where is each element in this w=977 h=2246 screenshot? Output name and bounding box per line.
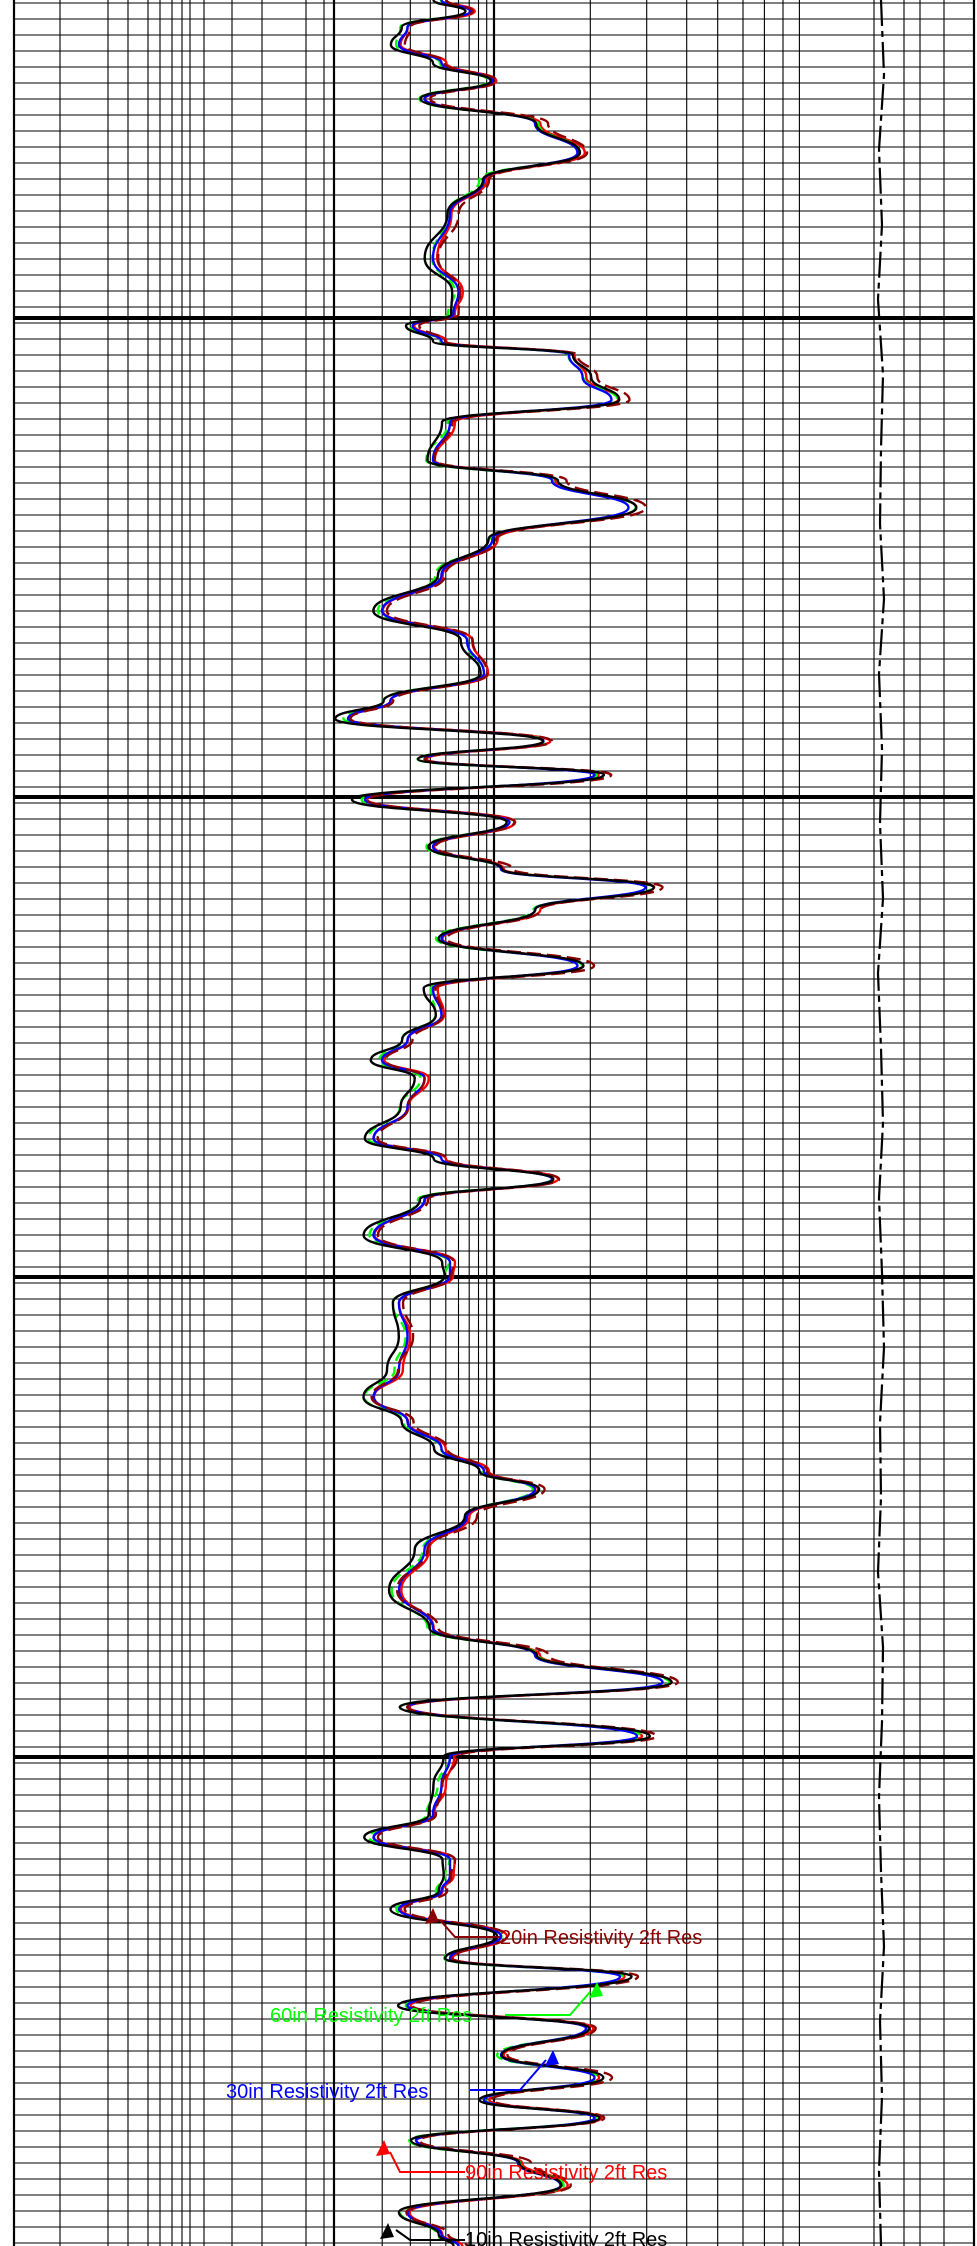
second-track-curve	[876, 0, 886, 2246]
curve-label: 90in Resistivity 2ft Res	[465, 2162, 667, 2184]
curve-label: 60in Resistivity 2ft Res	[270, 2005, 472, 2027]
label-arrowhead	[376, 2140, 390, 2156]
curve-labels: 90in Resistivity 2ft Res 60in Resistivity…	[226, 1908, 702, 2246]
label-arrowhead	[425, 1908, 439, 1924]
label-leader-line	[389, 2151, 465, 2173]
log-grid	[12, 0, 976, 2246]
curve-20in-resistivity-2ft-res	[349, 0, 679, 2246]
label-arrowhead	[380, 2223, 394, 2239]
label-arrowhead	[545, 2050, 559, 2066]
label-leader-line	[505, 1991, 591, 2016]
label-leader-line	[395, 2229, 465, 2241]
curve-label: 20in Resistivity 2ft Res	[500, 1927, 702, 1949]
label-leader-line	[470, 2059, 547, 2091]
resistivity-curves	[334, 0, 679, 2246]
label-leader-line	[439, 1919, 500, 1938]
second-track-dashdot-curve	[876, 0, 886, 2246]
curve-label: 10in Resistivity 2ft Res	[465, 2229, 667, 2246]
curve-10in-resistivity-2ft-res	[334, 0, 673, 2246]
curve-30in-resistivity-2ft-res	[346, 0, 664, 2246]
label-arrowhead	[589, 1982, 603, 1998]
curve-label: 30in Resistivity 2ft Res	[226, 2081, 428, 2103]
